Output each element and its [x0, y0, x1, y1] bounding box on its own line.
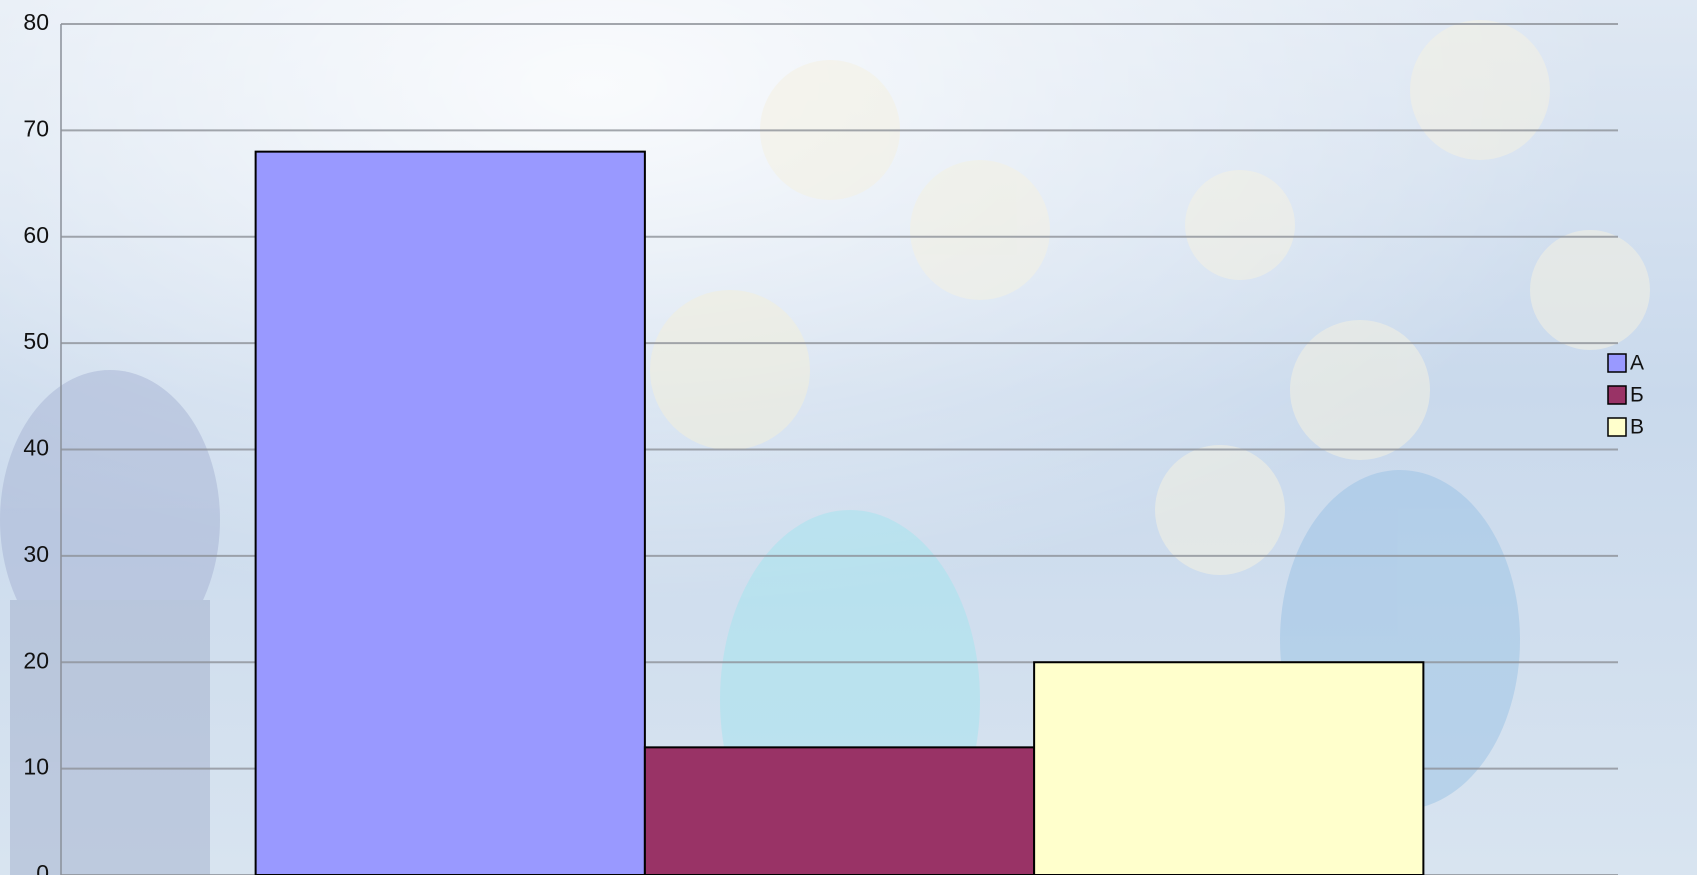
- legend-label: В: [1630, 416, 1644, 439]
- bar: [256, 152, 645, 875]
- bar: [645, 747, 1034, 875]
- y-tick-label: 70: [23, 115, 49, 141]
- y-tick-label: 20: [23, 647, 49, 673]
- legend-label: А: [1630, 352, 1644, 375]
- y-tick-label: 50: [23, 328, 49, 354]
- y-tick-label: 40: [23, 435, 49, 461]
- legend-swatch: [1608, 418, 1626, 436]
- bar: [1034, 662, 1423, 875]
- legend-swatch: [1608, 386, 1626, 404]
- legend-label: Б: [1630, 384, 1644, 407]
- page: 01020304050607080АБВ (() => { const data…: [0, 0, 1697, 875]
- chart: 0 10 20 30 40 50 60 70 80 АБВ: [0, 0, 1697, 875]
- y-tick-label: 80: [23, 9, 49, 35]
- y-tick-label: 0: [36, 860, 49, 875]
- y-tick-label: 10: [23, 754, 49, 780]
- legend-swatch: [1608, 354, 1626, 372]
- y-tick-label: 30: [23, 541, 49, 567]
- y-tick-label: 60: [23, 222, 49, 248]
